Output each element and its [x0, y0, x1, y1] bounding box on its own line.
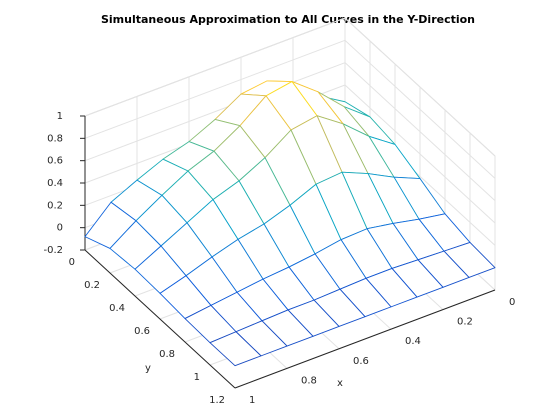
- y-tick-label: 0.2: [84, 280, 100, 291]
- mesh-cell: [209, 331, 262, 367]
- y-tick-label: 1: [194, 372, 200, 383]
- z-tick-label: 0.2: [47, 200, 63, 211]
- y-tick-label: 0.8: [159, 349, 175, 360]
- x-tick-label: 0.6: [353, 356, 369, 367]
- z-tick-label: 0: [57, 223, 63, 234]
- z-tick-label: 0.8: [47, 133, 63, 144]
- y-axis-line: [84, 249, 236, 389]
- y-tick-label: 0.4: [109, 303, 125, 314]
- z-tick-label: -0.2: [43, 245, 63, 256]
- chart-title: Simultaneous Approximation to All Curves…: [101, 13, 475, 26]
- x-tick-label: 0.4: [405, 336, 421, 347]
- x-axis-line: [234, 289, 496, 389]
- x-tick-label: 0.8: [301, 375, 317, 386]
- y-axis-label: y: [145, 363, 151, 374]
- z-tick-label: 0.6: [47, 156, 63, 167]
- x-tick-label: 0.2: [457, 317, 473, 328]
- z-tick-label: 0.4: [47, 178, 63, 189]
- y-tick-label: 0.6: [134, 326, 150, 337]
- y-tick-label: 1.2: [209, 395, 225, 406]
- y-tick-label: 0: [69, 257, 75, 268]
- grid-line: [84, 39, 346, 139]
- grid-line: [84, 62, 346, 162]
- grid-line: [84, 17, 346, 117]
- x-axis-label: x: [337, 378, 343, 389]
- x-tick-label: 0: [509, 297, 515, 308]
- x-tick-label: 1: [249, 395, 255, 406]
- z-tick-label: 1: [57, 111, 63, 122]
